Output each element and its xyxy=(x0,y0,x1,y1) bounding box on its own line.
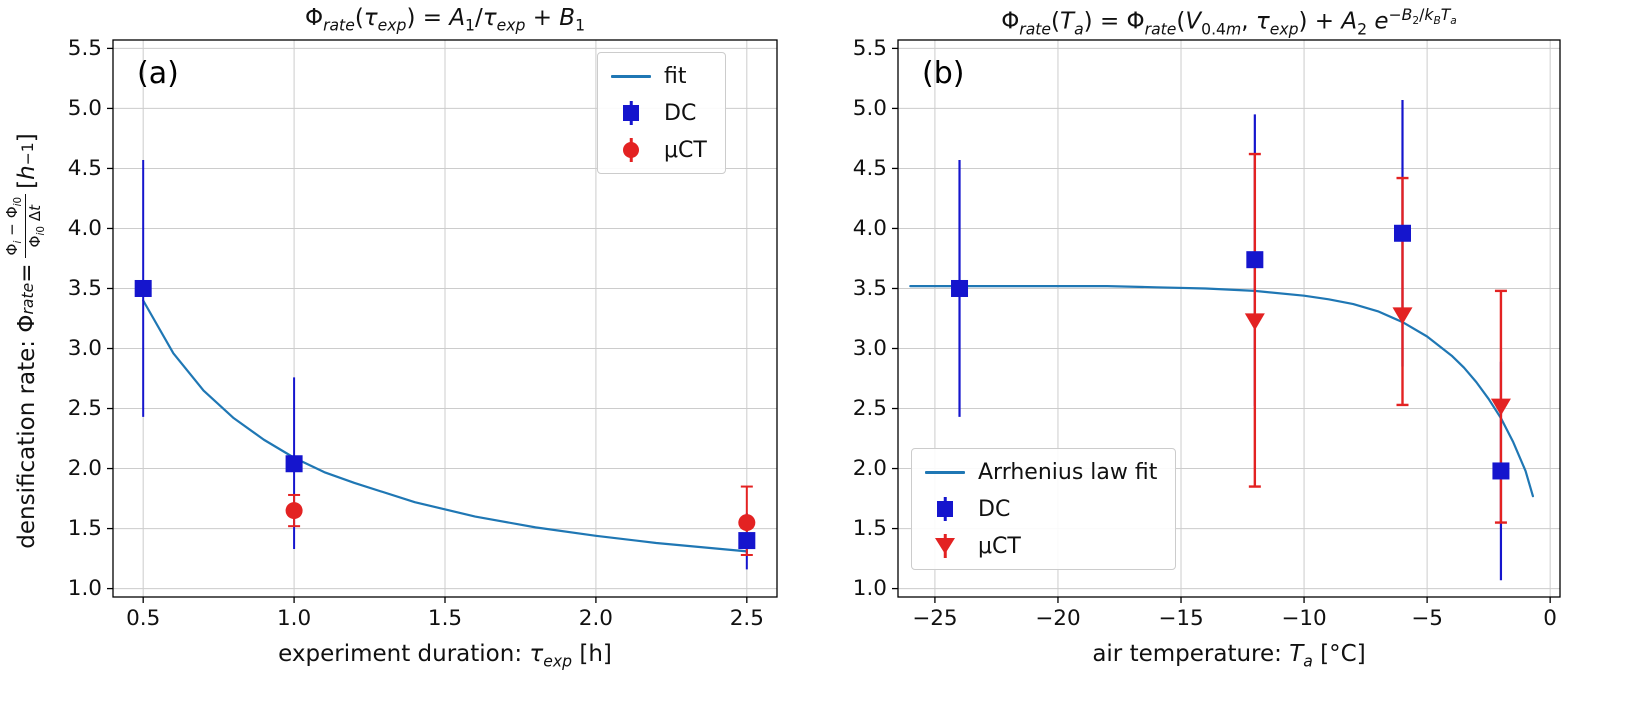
marker-square xyxy=(134,279,152,297)
fit-line xyxy=(142,299,748,553)
ytick-label: 4.5 xyxy=(853,156,887,181)
legend-label: DC xyxy=(664,100,697,126)
xtick-label: 0.5 xyxy=(126,606,160,631)
fit-line xyxy=(909,284,1535,498)
legend-entry: μCT xyxy=(924,533,1157,559)
legend-entry: Arrhenius law fit xyxy=(924,459,1157,485)
xtick-label: −15 xyxy=(1158,606,1203,631)
ytick-label: 4.5 xyxy=(68,156,102,181)
chart-b-canvas: −25 −20 −15 −10 −5 0 1.0 1.5 2.0 2.5 3.0 3.5 4.0 4.5 5… xyxy=(853,36,1561,631)
xtick-label: −25 xyxy=(912,606,957,631)
legend-entry: fit xyxy=(610,63,707,89)
ytick-label: 2.5 xyxy=(68,396,102,421)
chart-a-legend: fit DC μCT xyxy=(597,52,726,174)
ytick-label: 5.5 xyxy=(68,36,102,61)
legend-marker-circle-icon xyxy=(610,137,652,163)
marker-square xyxy=(1246,251,1264,269)
ytick-label: 3.0 xyxy=(68,336,102,361)
xtick-label: 1.5 xyxy=(428,606,462,631)
legend-label: fit xyxy=(664,63,687,89)
legend-marker-square-icon xyxy=(924,496,966,522)
legend-label: μCT xyxy=(664,137,707,163)
chart-b-xlabel: air temperature: Ta [°C] xyxy=(1092,641,1366,671)
xtick-label: 2.5 xyxy=(730,606,764,631)
chart-a-xlabel: experiment duration: τexp [h] xyxy=(278,641,612,671)
legend-entry: DC xyxy=(924,496,1157,522)
ytick-label: 1.5 xyxy=(853,516,887,541)
xtick-label: 0 xyxy=(1543,606,1557,631)
marker-triangle-down xyxy=(1244,313,1265,331)
xtick-label: 1.0 xyxy=(277,606,311,631)
ytick-label: 1.0 xyxy=(68,576,102,601)
ytick-label: 1.5 xyxy=(68,516,102,541)
legend-label: Arrhenius law fit xyxy=(978,459,1158,485)
marker-triangle-down xyxy=(1490,398,1511,416)
ytick-label: 5.0 xyxy=(853,96,887,121)
ytick-label: 4.0 xyxy=(68,216,102,241)
ytick-label: 1.0 xyxy=(853,576,887,601)
ytick-label: 2.0 xyxy=(68,456,102,481)
chart-b-title: Φrate(Ta) = Φrate(V0.4m, τexp) + A2 e−B2… xyxy=(1001,5,1457,39)
axes-spines xyxy=(897,39,1561,598)
legend-entry: DC xyxy=(610,100,707,126)
ytick-label: 3.5 xyxy=(853,276,887,301)
xtick-label: 2.0 xyxy=(579,606,613,631)
ytick-label: 5.5 xyxy=(853,36,887,61)
marker-square xyxy=(951,279,969,297)
panel-label-a: (a) xyxy=(137,56,179,91)
marker-square xyxy=(1492,462,1510,480)
xtick-label: −5 xyxy=(1411,606,1443,631)
ytick-label: 2.5 xyxy=(853,396,887,421)
ytick-label: 4.0 xyxy=(853,216,887,241)
panel-label-b: (b) xyxy=(922,56,965,91)
xtick-label: −20 xyxy=(1035,606,1080,631)
legend-marker-line-icon xyxy=(924,459,966,485)
ytick-label: 2.0 xyxy=(853,456,887,481)
legend-entry: μCT xyxy=(610,137,707,163)
ytick-label: 3.5 xyxy=(68,276,102,301)
legend-label: μCT xyxy=(978,533,1021,559)
legend-marker-line-icon xyxy=(610,63,652,89)
ytick-label: 5.0 xyxy=(68,96,102,121)
marker-square xyxy=(1393,224,1411,242)
legend-marker-triangle-down-icon xyxy=(924,533,966,559)
marker-circle xyxy=(285,502,303,520)
marker-circle xyxy=(738,514,756,532)
marker-square xyxy=(738,532,756,550)
axes-spines xyxy=(112,39,778,598)
chart-a-title: Φrate(τexp) = A1/τexp + B1 xyxy=(304,5,586,35)
chart-b-legend: Arrhenius law fit DC μCT xyxy=(911,448,1177,570)
marker-triangle-down xyxy=(1392,307,1413,325)
xtick-label: −10 xyxy=(1281,606,1326,631)
marker-square xyxy=(285,455,303,473)
ytick-label: 3.0 xyxy=(853,336,887,361)
legend-marker-square-icon xyxy=(610,100,652,126)
legend-label: DC xyxy=(978,496,1011,522)
